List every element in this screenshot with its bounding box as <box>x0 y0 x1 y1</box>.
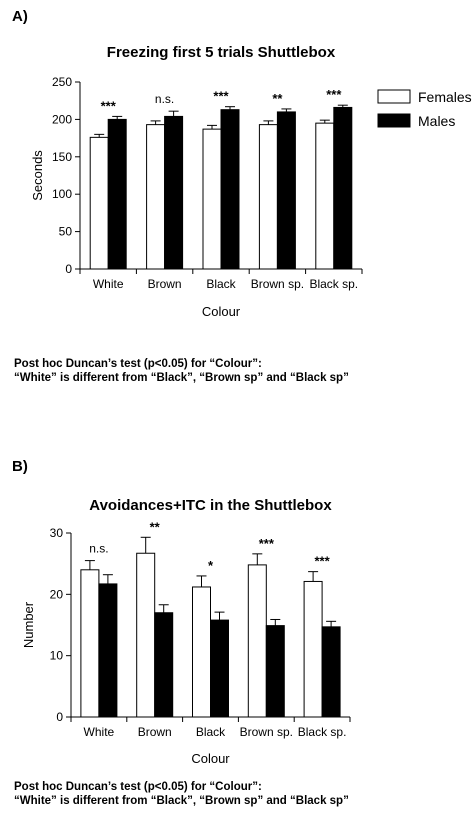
x-tick-label: Brown <box>148 277 182 291</box>
bar-males-3 <box>220 109 240 270</box>
significance-label: *** <box>213 89 229 104</box>
chart-b: Avoidances+ITC in the Shuttlebox 0 10 20 30 N… <box>21 497 351 766</box>
bar-males-2 <box>154 612 174 718</box>
x-tick-label: White <box>84 725 115 739</box>
bar-males-2 <box>164 115 184 270</box>
chart-a: Freezing first 5 trials Shuttlebox 0 50 100… <box>30 44 472 319</box>
significance-label: ** <box>150 519 161 534</box>
x-tick-label: Black <box>196 725 226 739</box>
chart-title: Avoidances+ITC in the Shuttlebox <box>89 497 332 514</box>
bar-females-5 <box>303 580 323 718</box>
bar-males-4 <box>276 111 296 270</box>
panel-b-note-line2: “White” is different from “Black”, “Brow… <box>14 795 349 807</box>
panel-a-note-line1: Post hoc Duncan’s test (p<0.05) for “Col… <box>14 358 262 370</box>
x-axis-label: Colour <box>191 751 230 766</box>
legend-swatch <box>377 113 411 128</box>
significance-label: *** <box>259 536 275 551</box>
y-tick-label: 30 <box>50 526 64 540</box>
significance-label: *** <box>101 98 117 113</box>
significance-label: *** <box>315 554 331 569</box>
bar-females-4 <box>247 564 267 718</box>
panel-b-note-line1: Post hoc Duncan’s test (p<0.05) for “Col… <box>14 781 262 793</box>
bar-females-3 <box>202 128 222 270</box>
y-tick-label: 50 <box>59 225 73 239</box>
x-tick-label: Brown <box>138 725 172 739</box>
y-tick-label: 0 <box>65 262 72 276</box>
y-tick-label: 0 <box>56 710 63 724</box>
x-tick-label: Black sp. <box>298 725 347 739</box>
panel-a-note-line2: “White” is different from “Black”, “Brow… <box>14 372 349 384</box>
panel-a-label: A) <box>12 8 28 25</box>
bar-males-5 <box>333 106 353 270</box>
x-tick-label: Black <box>206 277 236 291</box>
y-tick-label: 150 <box>52 150 72 164</box>
y-tick-label: 250 <box>52 75 72 89</box>
bar-females-4 <box>258 124 278 270</box>
bar-females-3 <box>192 586 211 718</box>
bar-males-4 <box>265 625 285 718</box>
y-tick-label: 100 <box>52 187 72 201</box>
y-tick-label: 10 <box>50 649 64 663</box>
x-axis-label: Colour <box>202 304 241 319</box>
bar-females-2 <box>146 124 166 270</box>
bar-males-1 <box>98 583 118 718</box>
legend-swatch <box>377 89 411 104</box>
y-axis-label: Seconds <box>30 150 45 201</box>
bar-males-1 <box>107 118 127 270</box>
legend-label: Females <box>418 89 472 105</box>
bar-males-3 <box>210 619 229 718</box>
significance-label: n.s. <box>89 542 108 556</box>
bar-females-1 <box>89 136 109 270</box>
bar-females-5 <box>315 122 335 270</box>
bar-females-1 <box>80 569 100 718</box>
x-tick-label: Black sp. <box>309 277 358 291</box>
significance-label: *** <box>326 87 342 102</box>
significance-label: n.s. <box>155 92 174 106</box>
legend-label: Males <box>418 113 455 129</box>
y-tick-label: 200 <box>52 112 72 126</box>
significance-label: * <box>208 558 214 573</box>
x-tick-label: Brown sp. <box>240 725 293 739</box>
panel-b-label: B) <box>12 458 28 475</box>
chart-title: Freezing first 5 trials Shuttlebox <box>107 44 336 61</box>
y-tick-label: 20 <box>50 587 64 601</box>
bar-females-2 <box>136 552 156 718</box>
significance-label: ** <box>272 91 283 106</box>
x-tick-label: White <box>93 277 124 291</box>
y-axis-label: Number <box>21 601 36 648</box>
bar-males-5 <box>321 626 341 718</box>
x-tick-label: Brown sp. <box>251 277 304 291</box>
